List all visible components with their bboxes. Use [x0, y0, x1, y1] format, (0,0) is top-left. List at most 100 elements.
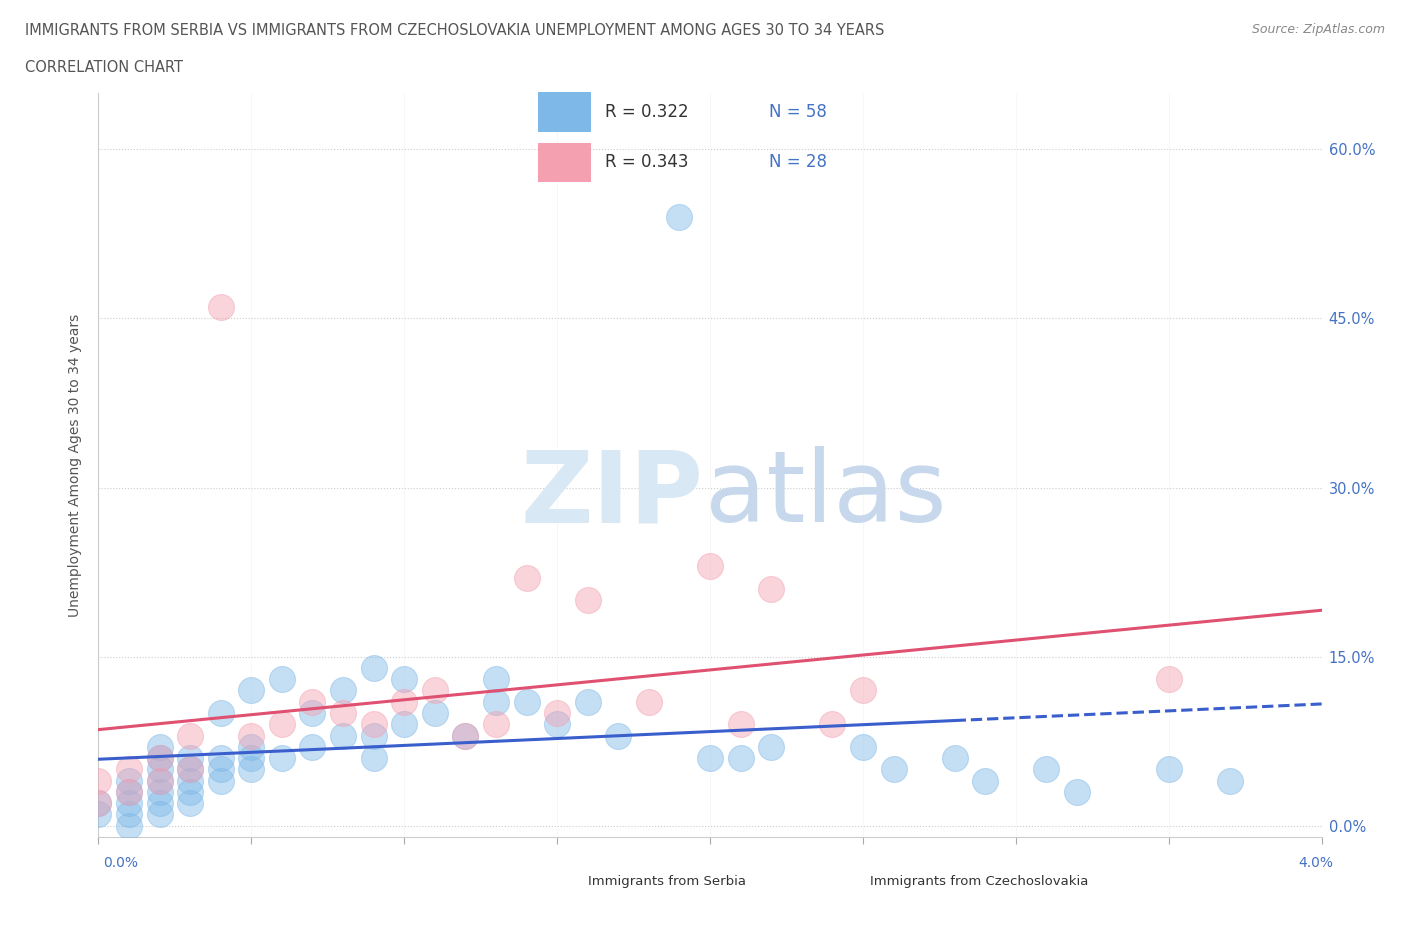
Point	[179, 796, 201, 811]
Text: ZIP: ZIP	[520, 446, 703, 543]
Point	[363, 717, 385, 732]
Point	[883, 762, 905, 777]
Point	[149, 785, 172, 800]
Point	[363, 751, 385, 765]
Point	[301, 695, 323, 710]
Y-axis label: Unemployment Among Ages 30 to 34 years: Unemployment Among Ages 30 to 34 years	[69, 313, 83, 617]
Point	[668, 209, 690, 224]
Point	[209, 706, 232, 721]
Point	[149, 807, 172, 822]
Point	[149, 751, 172, 765]
Point	[821, 717, 844, 732]
Point	[149, 773, 172, 788]
Point	[852, 683, 875, 698]
Point	[516, 570, 538, 585]
Point	[240, 728, 263, 743]
Point	[149, 773, 172, 788]
FancyBboxPatch shape	[538, 142, 591, 182]
Point	[118, 762, 141, 777]
Point	[209, 751, 232, 765]
Point	[149, 796, 172, 811]
Point	[179, 773, 201, 788]
Point	[363, 728, 385, 743]
Point	[118, 818, 141, 833]
Point	[485, 695, 508, 710]
Point	[699, 559, 721, 574]
Point	[301, 706, 323, 721]
Point	[270, 751, 294, 765]
Point	[392, 717, 416, 732]
Point	[118, 785, 141, 800]
Text: 4.0%: 4.0%	[1298, 856, 1333, 870]
Text: Immigrants from Serbia: Immigrants from Serbia	[588, 875, 745, 888]
Point	[576, 695, 599, 710]
Point	[485, 671, 508, 686]
Point	[118, 796, 141, 811]
Text: R = 0.322: R = 0.322	[606, 103, 689, 121]
Point	[1157, 762, 1180, 777]
Point	[392, 695, 416, 710]
Point	[179, 728, 201, 743]
Point	[637, 695, 661, 710]
Point	[332, 728, 354, 743]
Point	[87, 796, 110, 811]
FancyBboxPatch shape	[538, 92, 591, 132]
Point	[943, 751, 966, 765]
Point	[240, 762, 263, 777]
Text: Source: ZipAtlas.com: Source: ZipAtlas.com	[1251, 23, 1385, 36]
Text: 0.0%: 0.0%	[103, 856, 138, 870]
Point	[87, 796, 110, 811]
Point	[576, 592, 599, 607]
Text: atlas: atlas	[706, 446, 948, 543]
Point	[974, 773, 997, 788]
Point	[759, 581, 782, 596]
Point	[179, 762, 201, 777]
Point	[852, 739, 875, 754]
Point	[485, 717, 508, 732]
Point	[699, 751, 721, 765]
Point	[759, 739, 782, 754]
Point	[209, 762, 232, 777]
Point	[1157, 671, 1180, 686]
Point	[546, 706, 568, 721]
Point	[179, 762, 201, 777]
Text: CORRELATION CHART: CORRELATION CHART	[25, 60, 183, 75]
Point	[149, 762, 172, 777]
Point	[546, 717, 568, 732]
Point	[270, 717, 294, 732]
Point	[209, 773, 232, 788]
Point	[87, 773, 110, 788]
Point	[118, 773, 141, 788]
Point	[179, 785, 201, 800]
Point	[118, 785, 141, 800]
Point	[240, 683, 263, 698]
Point	[87, 807, 110, 822]
Text: N = 58: N = 58	[769, 103, 827, 121]
Point	[149, 739, 172, 754]
Point	[1219, 773, 1241, 788]
Point	[332, 706, 354, 721]
Point	[454, 728, 477, 743]
Point	[179, 751, 201, 765]
Point	[516, 695, 538, 710]
Point	[301, 739, 323, 754]
Point	[240, 751, 263, 765]
Point	[392, 671, 416, 686]
Point	[209, 299, 232, 314]
Text: N = 28: N = 28	[769, 153, 828, 171]
Point	[363, 660, 385, 675]
Text: R = 0.343: R = 0.343	[606, 153, 689, 171]
Point	[240, 739, 263, 754]
Point	[423, 706, 446, 721]
Point	[730, 751, 752, 765]
Point	[607, 728, 630, 743]
Point	[149, 751, 172, 765]
Point	[118, 807, 141, 822]
Point	[454, 728, 477, 743]
Point	[730, 717, 752, 732]
Text: Immigrants from Czechoslovakia: Immigrants from Czechoslovakia	[870, 875, 1088, 888]
Point	[1066, 785, 1088, 800]
Point	[423, 683, 446, 698]
Point	[1035, 762, 1057, 777]
Point	[332, 683, 354, 698]
